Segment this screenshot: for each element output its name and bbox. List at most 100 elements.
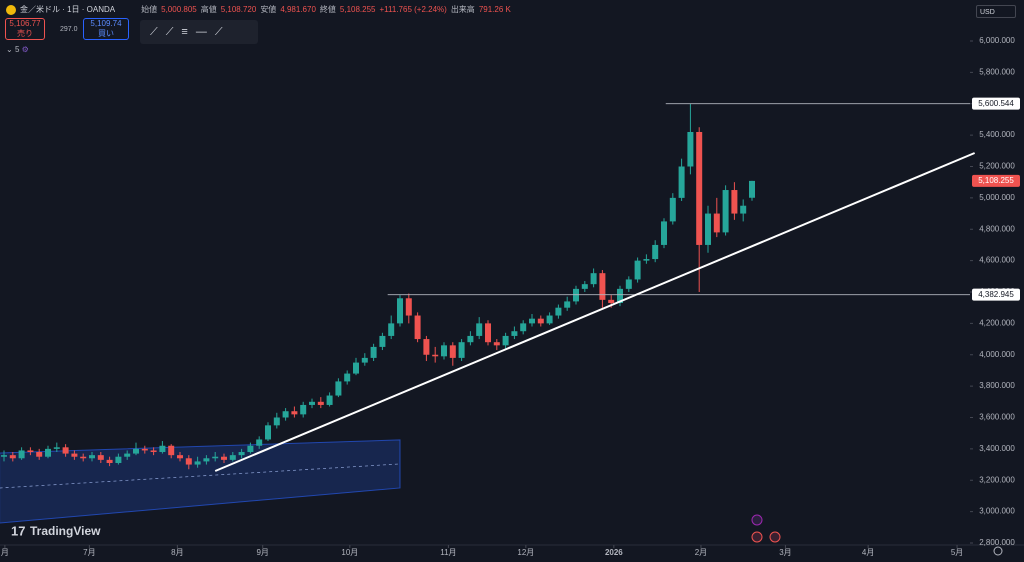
candle-body — [238, 452, 245, 456]
event-icon[interactable] — [751, 514, 763, 526]
candle-body — [18, 450, 25, 459]
candle-body — [326, 395, 333, 405]
candle-body — [502, 335, 509, 346]
volume-label: 出来高 — [450, 5, 475, 14]
candle-body — [353, 362, 359, 374]
candle-body — [361, 357, 368, 363]
candle-body — [300, 404, 307, 415]
candle-body — [388, 323, 395, 336]
indicators-toggle[interactable]: ⌄ 5 ⚙ — [6, 45, 29, 54]
ohlc-value: 5,108.255 — [339, 5, 376, 14]
y-tick-label: 5,400.000 — [979, 130, 1015, 139]
y-tick-label: 3,000.000 — [979, 507, 1015, 516]
buy-label: 買い — [98, 29, 114, 38]
channel-midline — [0, 463, 401, 489]
x-tick-label: 4月 — [862, 548, 874, 557]
candle-body — [53, 447, 60, 449]
candle-body — [344, 373, 351, 382]
candle-body — [652, 244, 659, 260]
candle-body — [740, 205, 747, 214]
candle-body — [634, 260, 641, 280]
candle-body — [379, 335, 386, 347]
candle-body — [9, 455, 16, 459]
settings-icon[interactable] — [993, 546, 1003, 556]
candle-body — [731, 190, 738, 214]
candle-body — [397, 298, 403, 324]
ohlc-label: 高値 — [200, 5, 217, 14]
y-tick-label: 2,800.000 — [979, 538, 1015, 547]
y-tick-label: 5,200.000 — [979, 162, 1015, 171]
y-tick-label: 5,800.000 — [979, 67, 1015, 76]
candle-body — [309, 401, 315, 405]
x-tick-label: 11月 — [440, 548, 456, 557]
candle-body — [493, 342, 500, 346]
candle-body — [335, 381, 342, 396]
x-tick-label: 3月 — [779, 548, 791, 557]
sell-button[interactable]: 5,106.77 売り — [5, 18, 45, 40]
x-tick-label: 月 — [1, 548, 9, 557]
candle-body — [71, 453, 78, 457]
x-tick-label: 12月 — [517, 548, 534, 557]
x-tick-label: 8月 — [171, 548, 183, 557]
candle-body — [150, 450, 157, 453]
candle-body — [185, 458, 192, 465]
event-icon[interactable] — [751, 531, 763, 543]
indicators-count: 5 — [14, 45, 20, 54]
candle-body — [467, 335, 474, 343]
x-tick-label: 2026 — [605, 548, 623, 557]
currency-select[interactable]: USD — [976, 5, 1016, 18]
candle-body — [256, 439, 263, 446]
candle-body — [661, 221, 667, 245]
candle-body — [221, 456, 227, 460]
candle-body — [485, 323, 491, 343]
candle-body — [546, 315, 553, 324]
last-price-label: 5,108.255 — [978, 176, 1014, 185]
candle-body — [62, 447, 69, 454]
candle-body — [749, 180, 755, 198]
candle-body — [441, 345, 447, 357]
candle-body — [27, 450, 34, 453]
candle-body — [722, 190, 729, 233]
candle-body — [124, 453, 131, 457]
ohlc-label: 安値 — [260, 5, 277, 14]
sell-price: 5,106.77 — [9, 19, 41, 28]
y-tick-label: 4,600.000 — [979, 256, 1015, 265]
x-tick-label: 9月 — [256, 548, 268, 557]
parallel-channel — [0, 439, 401, 524]
candle-body — [617, 288, 623, 303]
candle-body — [625, 279, 632, 289]
candle-body — [194, 461, 201, 465]
ohlc-value: 5,000.805 — [161, 5, 197, 14]
candle-body — [115, 456, 122, 463]
price-label-box — [972, 288, 1020, 301]
ohlc-label: 終値 — [319, 5, 336, 14]
candle-body — [89, 455, 95, 459]
x-tick-label: 5月 — [951, 548, 963, 557]
candle-body — [282, 411, 289, 418]
volume: 791.26 K — [478, 5, 511, 14]
y-tick-label: 4,200.000 — [979, 318, 1015, 327]
candle-body — [590, 273, 597, 285]
candle-body — [229, 455, 236, 460]
change: +111.765 (+2.24%) — [379, 5, 447, 14]
buy-button[interactable]: 5,109.74 買い — [83, 18, 129, 40]
y-tick-label: 3,800.000 — [979, 381, 1015, 390]
candle-body — [669, 197, 676, 222]
candle-body — [678, 166, 685, 198]
ohlc-value: 5,108.720 — [220, 5, 257, 14]
candle-body — [80, 456, 87, 459]
drawing-toolbar[interactable]: ⟋⟋≡—⟋ — [140, 20, 258, 44]
candle-body — [265, 425, 271, 440]
candle-body — [141, 448, 148, 451]
sell-label: 売り — [17, 29, 33, 38]
candle-body — [106, 459, 113, 463]
candle-body — [643, 259, 650, 261]
candle-body — [687, 131, 694, 167]
trend-line — [214, 152, 976, 472]
event-icon[interactable] — [769, 531, 781, 543]
candle-body — [212, 456, 219, 459]
candle-body — [36, 452, 43, 457]
y-tick-label: 3,400.000 — [979, 444, 1015, 453]
y-tick-label: 3,200.000 — [979, 475, 1015, 484]
